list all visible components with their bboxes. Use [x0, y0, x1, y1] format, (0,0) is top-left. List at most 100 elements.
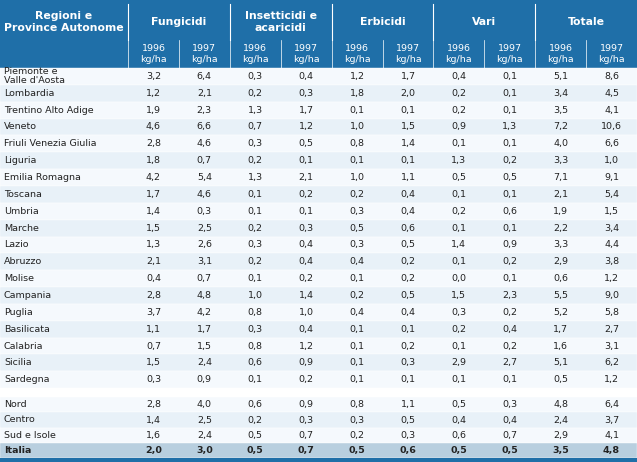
Text: 7,2: 7,2 — [553, 122, 568, 132]
Text: 2,1: 2,1 — [299, 173, 313, 182]
Text: 4,6: 4,6 — [197, 140, 212, 148]
Text: 1997
kg/ha: 1997 kg/ha — [293, 44, 320, 64]
Text: 2,1: 2,1 — [146, 257, 161, 266]
Text: 0,3: 0,3 — [146, 375, 161, 384]
Text: 1,1: 1,1 — [146, 325, 161, 334]
Text: 1,9: 1,9 — [553, 207, 568, 216]
Text: 2,6: 2,6 — [197, 240, 212, 249]
Text: 3,2: 3,2 — [146, 72, 161, 81]
Text: 1,4: 1,4 — [146, 207, 161, 216]
Text: 5,2: 5,2 — [553, 308, 568, 317]
Text: 0,5: 0,5 — [452, 173, 466, 182]
Text: 0,4: 0,4 — [502, 415, 517, 425]
Text: 0,1: 0,1 — [248, 375, 262, 384]
Text: 0,1: 0,1 — [452, 257, 466, 266]
Text: 1,3: 1,3 — [502, 122, 517, 132]
Text: 5,4: 5,4 — [197, 173, 212, 182]
Bar — [0, 219, 637, 237]
Text: 0,4: 0,4 — [350, 308, 364, 317]
Bar — [0, 321, 637, 338]
Text: 0,3: 0,3 — [350, 415, 364, 425]
Text: 0,1: 0,1 — [452, 140, 466, 148]
Text: 0,1: 0,1 — [350, 375, 364, 384]
Text: 0,7: 0,7 — [197, 156, 212, 165]
Text: 0,4: 0,4 — [401, 190, 415, 199]
Text: 3,8: 3,8 — [604, 257, 619, 266]
Text: 3,1: 3,1 — [197, 257, 212, 266]
Text: 8,6: 8,6 — [604, 72, 619, 81]
Text: Veneto: Veneto — [4, 122, 37, 132]
Text: 1,3: 1,3 — [248, 106, 263, 115]
Text: 4,6: 4,6 — [197, 190, 212, 199]
Text: 0,9: 0,9 — [197, 375, 212, 384]
Text: 3,4: 3,4 — [553, 89, 568, 98]
Text: 0,5: 0,5 — [248, 431, 262, 440]
Text: Nord: Nord — [4, 400, 27, 409]
Text: 0,2: 0,2 — [502, 308, 517, 317]
Text: 0,4: 0,4 — [401, 207, 415, 216]
Text: 0,1: 0,1 — [350, 341, 364, 351]
Text: 1,5: 1,5 — [401, 122, 415, 132]
Text: 4,0: 4,0 — [197, 400, 212, 409]
Text: 1,0: 1,0 — [604, 156, 619, 165]
Text: 3,5: 3,5 — [552, 446, 569, 455]
Text: 2,7: 2,7 — [502, 359, 517, 367]
Text: 6,4: 6,4 — [604, 400, 619, 409]
Text: Erbicidi: Erbicidi — [360, 17, 405, 27]
Text: 0,2: 0,2 — [452, 106, 466, 115]
Bar — [0, 152, 637, 169]
Text: 0,6: 0,6 — [248, 359, 262, 367]
Text: 0,1: 0,1 — [350, 156, 364, 165]
Text: 0,2: 0,2 — [452, 207, 466, 216]
Text: 1997
kg/ha: 1997 kg/ha — [395, 44, 421, 64]
Text: 3,4: 3,4 — [604, 224, 619, 232]
Text: 4,1: 4,1 — [604, 431, 619, 440]
Text: 1996
kg/ha: 1996 kg/ha — [140, 44, 167, 64]
Text: 1,4: 1,4 — [146, 415, 161, 425]
Text: 0,2: 0,2 — [248, 156, 262, 165]
Text: 0,2: 0,2 — [401, 341, 415, 351]
Text: 0,5: 0,5 — [450, 446, 467, 455]
Text: Sardegna: Sardegna — [4, 375, 50, 384]
Text: 0,9: 0,9 — [299, 400, 313, 409]
Text: 5,1: 5,1 — [553, 72, 568, 81]
Text: 1,1: 1,1 — [401, 400, 415, 409]
Text: 1,7: 1,7 — [401, 72, 415, 81]
Bar — [0, 237, 637, 253]
Text: Insetticidi e
acaricidi: Insetticidi e acaricidi — [245, 11, 317, 33]
Text: 0,2: 0,2 — [350, 291, 364, 300]
Text: 1,8: 1,8 — [350, 89, 364, 98]
Text: 0,1: 0,1 — [248, 207, 262, 216]
Text: Piemonte e: Piemonte e — [4, 67, 57, 76]
Text: 2,3: 2,3 — [197, 106, 212, 115]
Text: 0,3: 0,3 — [299, 224, 313, 232]
Text: 4,8: 4,8 — [603, 446, 620, 455]
Text: 1,3: 1,3 — [248, 173, 263, 182]
Text: 0,7: 0,7 — [146, 341, 161, 351]
Bar — [0, 119, 637, 135]
Text: 0,2: 0,2 — [452, 325, 466, 334]
Bar — [0, 388, 637, 397]
Text: 0,4: 0,4 — [146, 274, 161, 283]
Text: 0,1: 0,1 — [401, 375, 415, 384]
Text: 1997
kg/ha: 1997 kg/ha — [598, 44, 625, 64]
Text: 0,2: 0,2 — [350, 431, 364, 440]
Text: 6,6: 6,6 — [197, 122, 212, 132]
Text: 0,9: 0,9 — [299, 359, 313, 367]
Text: 0,8: 0,8 — [350, 400, 364, 409]
Text: 0,2: 0,2 — [299, 375, 313, 384]
Text: 0,6: 0,6 — [452, 431, 466, 440]
Text: 0,2: 0,2 — [350, 190, 364, 199]
Text: 2,0: 2,0 — [145, 446, 162, 455]
Text: 5,1: 5,1 — [553, 359, 568, 367]
Text: 0,6: 0,6 — [248, 400, 262, 409]
Text: 0,7: 0,7 — [299, 431, 313, 440]
Text: 6,4: 6,4 — [197, 72, 212, 81]
Text: 1,2: 1,2 — [299, 341, 313, 351]
Text: 0,2: 0,2 — [248, 89, 262, 98]
Text: 5,4: 5,4 — [604, 190, 619, 199]
Text: 1,2: 1,2 — [350, 72, 364, 81]
Text: 0,1: 0,1 — [248, 190, 262, 199]
Bar — [0, 287, 637, 304]
Text: 1,2: 1,2 — [604, 375, 619, 384]
